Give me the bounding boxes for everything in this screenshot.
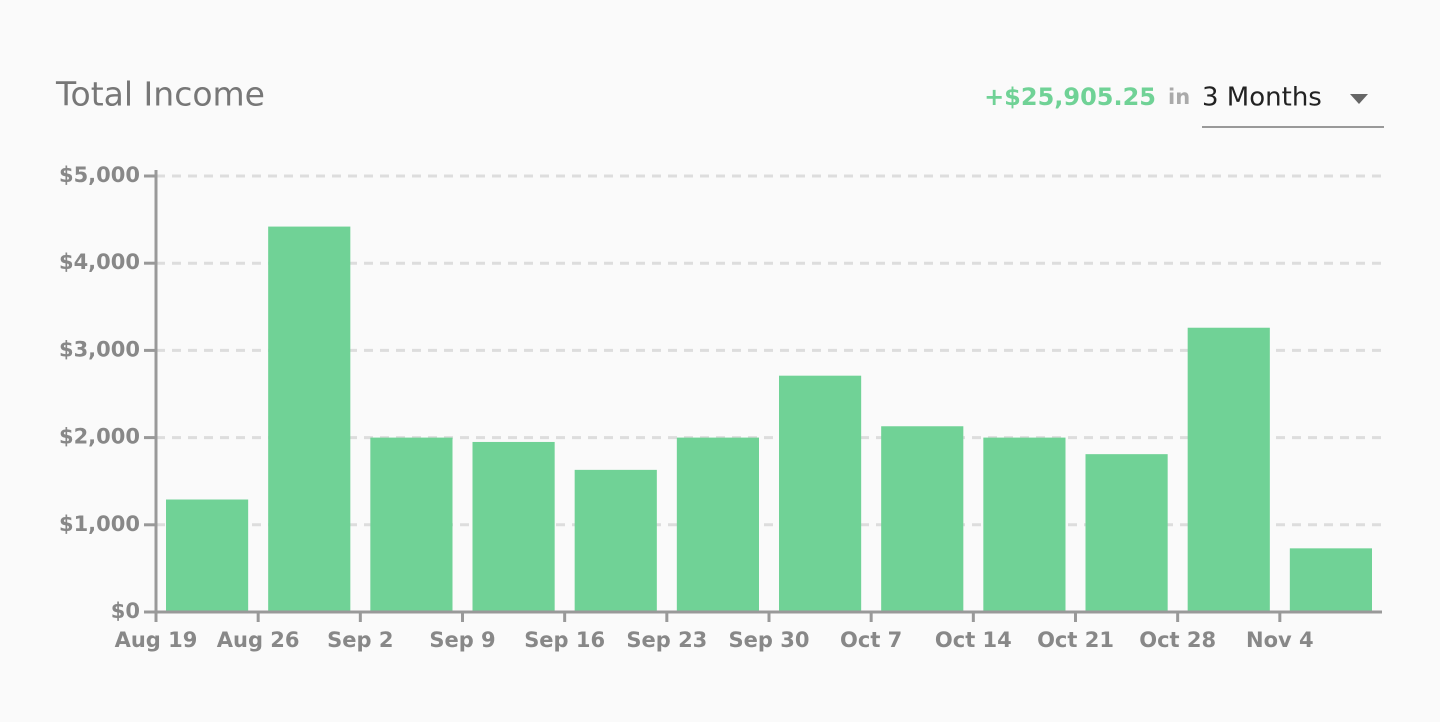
- x-tick-label: Aug 26: [217, 628, 300, 652]
- bar: [779, 375, 862, 612]
- x-tick-label: Nov 4: [1246, 628, 1314, 652]
- x-tick-label: Sep 16: [524, 628, 605, 652]
- total-income: +$25,905.25: [984, 83, 1156, 111]
- x-tick-label: Oct 28: [1139, 628, 1216, 652]
- x-tick-label: Aug 19: [115, 628, 198, 652]
- bar: [166, 499, 249, 612]
- bar: [370, 437, 453, 612]
- bar: [574, 469, 657, 612]
- bar: [983, 437, 1066, 612]
- x-tick-label: Sep 23: [626, 628, 707, 652]
- x-tick-label: Oct 14: [935, 628, 1012, 652]
- bar: [1289, 548, 1372, 612]
- dropdown-caret[interactable]: [1350, 94, 1368, 104]
- y-tick-label: $4,000: [59, 250, 140, 274]
- bar: [268, 226, 351, 613]
- bar: [472, 441, 555, 612]
- y-tick-label: $3,000: [59, 337, 140, 361]
- bar: [676, 437, 759, 612]
- y-tick-label: $5,000: [59, 163, 140, 187]
- x-tick-label: Sep 2: [327, 628, 393, 652]
- period-prefix: in: [1168, 85, 1190, 109]
- x-tick-label: Oct 21: [1037, 628, 1114, 652]
- x-tick-label: Oct 7: [840, 628, 902, 652]
- bar: [1187, 327, 1270, 612]
- period-label[interactable]: 3 Months: [1202, 83, 1322, 113]
- chart-title: Total Income: [55, 75, 265, 114]
- bar: [1085, 454, 1168, 612]
- y-tick-label: $2,000: [59, 425, 140, 449]
- y-tick-label: $0: [111, 599, 140, 623]
- period-dropdown[interactable]: 3 Months: [1202, 83, 1384, 128]
- x-tick-label: Sep 9: [429, 628, 495, 652]
- x-tick-label: Sep 30: [729, 628, 810, 652]
- y-tick-label: $1,000: [59, 512, 140, 536]
- bar: [881, 426, 964, 612]
